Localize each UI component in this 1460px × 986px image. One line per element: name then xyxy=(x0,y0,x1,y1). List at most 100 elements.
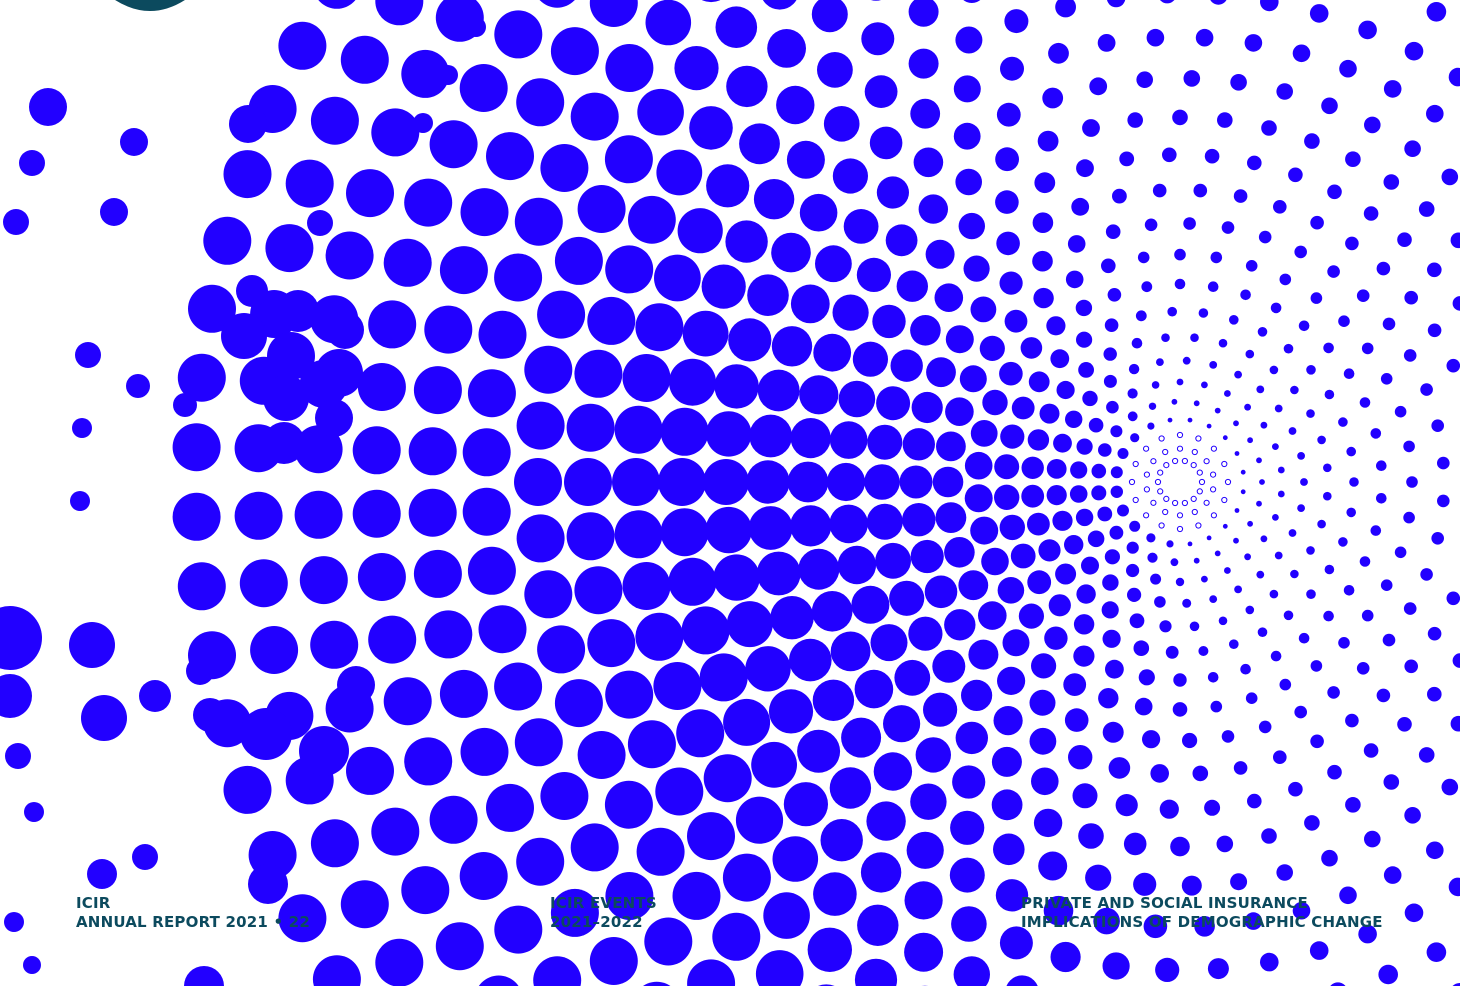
pattern-dot xyxy=(658,458,706,506)
pattern-dot xyxy=(1070,461,1087,478)
pattern-dot xyxy=(494,906,542,954)
pattern-dot xyxy=(1208,281,1219,292)
pattern-dot xyxy=(1103,722,1124,743)
pattern-dot xyxy=(1144,513,1149,518)
pattern-dot xyxy=(1420,383,1433,396)
pattern-dot xyxy=(1163,509,1168,514)
pattern-dot xyxy=(1230,74,1247,91)
pattern-dot xyxy=(1449,878,1460,897)
pattern-dot xyxy=(346,169,394,217)
pattern-dot xyxy=(578,731,626,779)
pattern-dot xyxy=(1323,492,1332,501)
pattern-dot xyxy=(590,0,638,27)
pattern-dot xyxy=(278,22,326,70)
pattern-dot xyxy=(1288,168,1303,183)
pattern-dot xyxy=(1211,513,1216,518)
pattern-dot xyxy=(571,823,619,871)
pattern-dot xyxy=(466,17,486,37)
pattern-dot xyxy=(787,141,825,179)
pattern-dot xyxy=(1182,876,1202,896)
pattern-dot xyxy=(1089,77,1107,95)
pattern-dot xyxy=(1247,437,1253,443)
pattern-dot xyxy=(1173,458,1178,463)
pattern-dot xyxy=(955,169,982,196)
pattern-dot xyxy=(1428,324,1442,338)
pattern-dot xyxy=(1182,733,1197,748)
pattern-dot xyxy=(1172,110,1188,126)
pattern-dot xyxy=(424,610,472,658)
pattern-dot xyxy=(1176,578,1184,586)
pattern-dot xyxy=(1377,262,1391,276)
pattern-dot xyxy=(916,737,951,772)
pattern-dot xyxy=(486,784,534,832)
pattern-dot xyxy=(1300,478,1308,486)
pattern-dot xyxy=(353,426,401,474)
pattern-dot xyxy=(1304,133,1320,149)
pattern-dot xyxy=(813,872,857,916)
pattern-dot xyxy=(1034,172,1055,193)
pattern-dot xyxy=(1261,422,1268,429)
caption-subtitle: IMPLICATIONS OF DEMOGRAPHIC CHANGE xyxy=(1021,913,1383,932)
pattern-dot xyxy=(1130,433,1139,442)
pattern-dot xyxy=(540,144,588,192)
pattern-dot xyxy=(1164,496,1169,501)
pattern-dot xyxy=(907,832,944,869)
pattern-dot xyxy=(1383,318,1396,331)
pattern-dot xyxy=(120,128,148,156)
pattern-dot xyxy=(1004,9,1028,33)
pattern-dot xyxy=(1124,833,1147,856)
pattern-dot xyxy=(1362,610,1374,622)
pattern-dot xyxy=(912,392,943,423)
pattern-dot xyxy=(1076,300,1092,316)
pattern-dot xyxy=(1194,184,1208,198)
pattern-dot xyxy=(468,369,516,417)
pattern-dot xyxy=(1000,425,1024,449)
pattern-dot xyxy=(409,489,457,537)
pattern-dot xyxy=(1289,529,1297,537)
pattern-dot xyxy=(1166,646,1179,659)
pattern-dot xyxy=(1211,446,1216,451)
pattern-dot xyxy=(861,22,894,55)
pattern-dot xyxy=(1106,224,1121,239)
pattern-dot xyxy=(1357,289,1370,302)
pattern-dot xyxy=(1159,523,1164,528)
pattern-dot xyxy=(1150,574,1161,585)
pattern-dot xyxy=(1209,0,1228,5)
pattern-dot xyxy=(1111,486,1123,498)
pattern-dot xyxy=(1323,611,1334,622)
caption-events[interactable]: ICIR EVENTS 2021–2022 xyxy=(550,894,657,932)
caption-insurance[interactable]: PRIVATE AND SOCIAL INSURANCE IMPLICATION… xyxy=(1021,894,1383,932)
pattern-dot xyxy=(263,375,309,421)
pattern-dot xyxy=(1106,401,1119,414)
pattern-dot xyxy=(853,342,888,377)
pattern-dot xyxy=(1261,120,1277,136)
pattern-dot xyxy=(902,503,935,536)
pattern-dot xyxy=(1199,308,1209,318)
pattern-dot xyxy=(994,485,1019,510)
pattern-dot xyxy=(690,0,733,2)
pattern-dot xyxy=(463,428,511,476)
pattern-dot xyxy=(1154,596,1166,608)
pattern-dot xyxy=(277,290,319,332)
pattern-dot xyxy=(661,508,709,556)
pattern-dot xyxy=(313,955,361,986)
pattern-dot xyxy=(564,458,612,506)
pattern-dot xyxy=(533,956,581,986)
pattern-dot xyxy=(970,517,998,545)
pattern-dot xyxy=(958,570,988,600)
pattern-dot xyxy=(1130,613,1145,628)
pattern-dot xyxy=(773,836,819,882)
pattern-dot xyxy=(516,78,564,126)
pattern-dot xyxy=(911,540,944,573)
pattern-dot xyxy=(1104,347,1117,360)
pattern-dot xyxy=(661,408,709,456)
pattern-dot xyxy=(1223,435,1228,440)
pattern-dot xyxy=(833,295,869,331)
pattern-dot xyxy=(1173,500,1178,505)
pattern-dot xyxy=(265,224,313,272)
pattern-dot xyxy=(965,452,993,480)
pattern-dot xyxy=(628,196,676,244)
pattern-dot xyxy=(1066,271,1084,289)
caption-annual-report[interactable]: ICIR ANNUAL REPORT 2021 • 22 xyxy=(76,894,310,932)
pattern-dot xyxy=(784,782,828,826)
